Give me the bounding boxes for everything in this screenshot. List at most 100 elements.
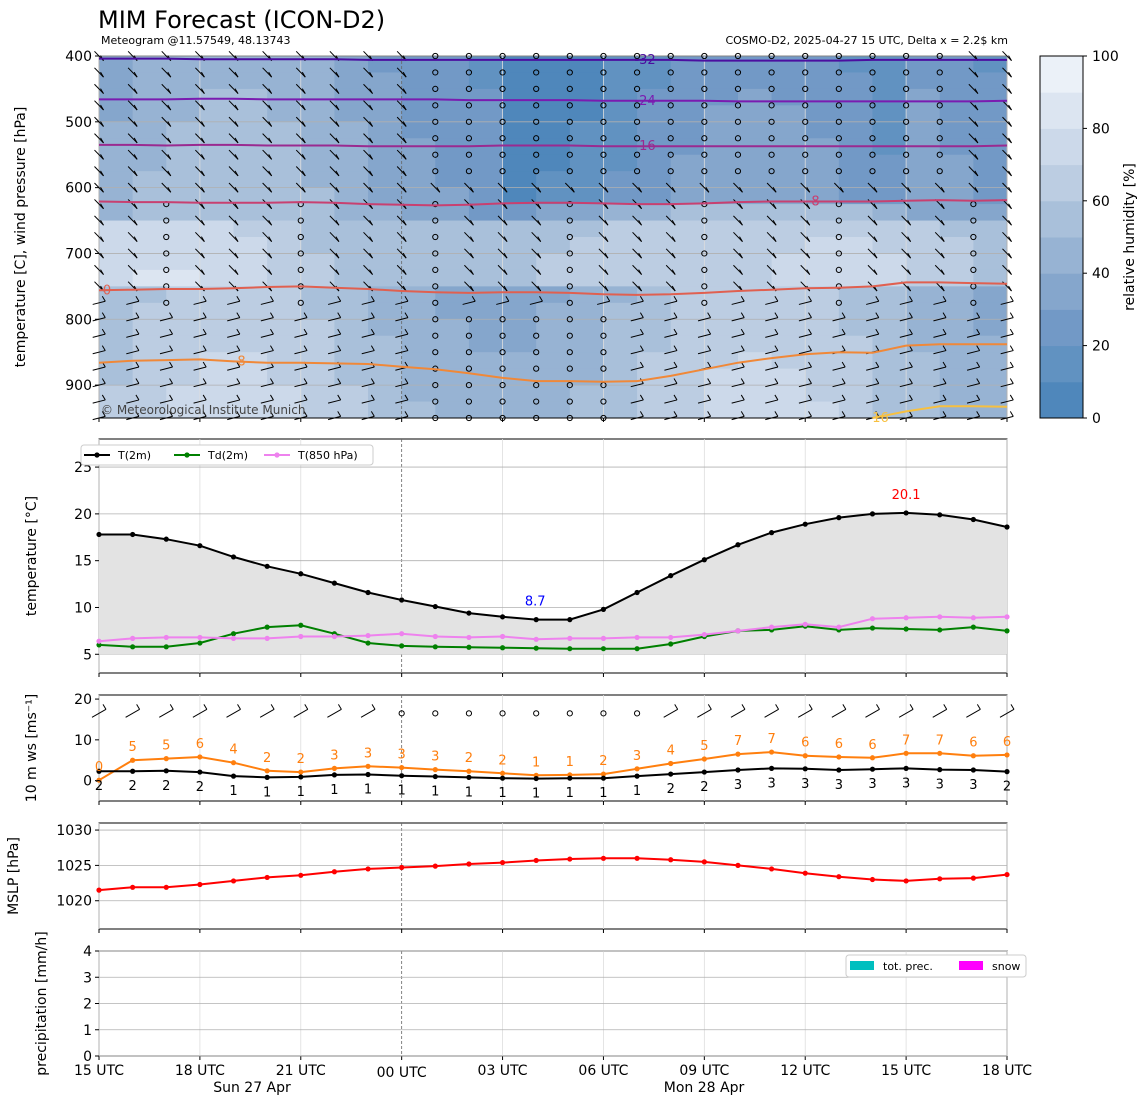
humidity-cell xyxy=(300,237,335,254)
wind-barb-calm xyxy=(835,69,842,76)
wind-barb-flag xyxy=(268,104,273,111)
humidity-cell xyxy=(166,302,201,320)
t-2m--point xyxy=(937,512,943,518)
humidity-cell xyxy=(771,335,806,353)
mean-wind-value-label: 3 xyxy=(969,778,977,793)
wind-barb xyxy=(730,708,746,718)
wind-barb-flag xyxy=(740,345,745,351)
wind-barb-flag xyxy=(772,219,777,226)
t-2m--point xyxy=(567,617,573,623)
wind-barb-flag xyxy=(234,137,239,144)
wind-barb-flag xyxy=(470,187,474,193)
humidity-cell xyxy=(805,105,840,123)
humidity-cell xyxy=(132,237,167,254)
wind-barb xyxy=(294,382,308,388)
humidity-cell xyxy=(233,385,268,403)
humidity-cell xyxy=(637,302,672,320)
wind-barb xyxy=(159,399,173,404)
wind-barb-calm xyxy=(936,135,943,142)
t-2m--point xyxy=(197,543,203,549)
td-2m--point xyxy=(600,646,607,652)
t-2m--point xyxy=(96,531,102,538)
mean-wind-value-label: 2 xyxy=(128,779,136,794)
humidity-cell xyxy=(973,352,1008,370)
mslp-point xyxy=(466,861,472,867)
humidity-cell xyxy=(401,121,436,139)
t-2m--point xyxy=(869,511,876,517)
wind-barb xyxy=(327,415,341,421)
wind-barb-flag xyxy=(200,104,205,111)
humidity-cell xyxy=(368,154,403,172)
gust-point xyxy=(634,766,640,772)
t-850-hpa--point xyxy=(163,634,169,641)
x-tick-label: 09 UTC xyxy=(679,1063,729,1079)
wind-barb-flag xyxy=(135,411,140,417)
humidity-cell xyxy=(603,154,638,172)
wind-barb-flag xyxy=(100,71,104,78)
meteogram-location: Meteogram @11.57549, 48.13743 xyxy=(101,34,291,47)
wind-barb-flag xyxy=(301,104,306,111)
humidity-cell xyxy=(435,335,470,353)
wind-barb xyxy=(294,399,308,404)
humidity-cell xyxy=(872,105,907,123)
humidity-cell xyxy=(771,237,806,254)
humidity-cell xyxy=(300,171,335,189)
wind-barb-flag xyxy=(740,295,745,302)
wind-barb-flag xyxy=(1008,154,1012,160)
humidity-cell xyxy=(805,335,840,353)
wind-barb-calm xyxy=(465,168,473,175)
wind-barb-flag xyxy=(707,411,712,417)
wind-barb-flag xyxy=(133,252,138,259)
wind-barb-calm xyxy=(600,349,607,356)
wind-barb-flag xyxy=(841,328,846,335)
mean-wind-line xyxy=(99,767,1008,780)
wind-barb-flag xyxy=(270,394,274,401)
wind-barb xyxy=(92,300,106,305)
humidity-cell xyxy=(502,154,537,172)
humidity-cell xyxy=(872,302,907,320)
wind-barb xyxy=(966,333,980,338)
humidity-cell xyxy=(771,368,806,386)
humidity-cell xyxy=(939,121,974,139)
humidity-cell xyxy=(300,204,335,222)
wind-barb-flag xyxy=(1009,312,1014,318)
wind-barb-flag xyxy=(404,378,409,384)
colorbar-tick-label: 100 xyxy=(1092,49,1119,65)
wind-barb-flag xyxy=(270,295,274,302)
humidity-cell xyxy=(838,154,873,172)
humidity-cell xyxy=(906,253,941,271)
humidity-cell xyxy=(267,72,302,90)
isotherm-label: 0 xyxy=(103,283,111,298)
colorbar-tick-label: 40 xyxy=(1092,266,1110,282)
wind-barb-flag xyxy=(974,154,979,160)
humidity-cell xyxy=(536,352,571,370)
humidity-cell xyxy=(670,105,705,123)
humidity-cell xyxy=(536,335,571,353)
wind-barb-flag xyxy=(841,312,846,318)
wind-barb-flag xyxy=(133,219,138,226)
humidity-cell xyxy=(704,105,739,123)
wind-barb-flag xyxy=(739,187,743,193)
humidity-cell xyxy=(99,72,134,90)
wind-barb xyxy=(966,317,980,322)
wind-barb-flag xyxy=(270,312,274,318)
wind-barb xyxy=(664,399,678,404)
humidity-cell xyxy=(872,352,907,370)
wind-barb-flag xyxy=(774,394,779,401)
humidity-cell xyxy=(132,302,167,320)
humidity-cell xyxy=(166,385,201,403)
humidity-cell xyxy=(771,401,806,419)
wind-barb-flag xyxy=(808,312,812,318)
humidity-cell xyxy=(166,253,201,271)
humidity-cell xyxy=(805,385,840,403)
wind-barb xyxy=(193,399,207,404)
wind-barb xyxy=(126,333,140,338)
humidity-cell xyxy=(166,138,201,156)
wind-barb-calm xyxy=(970,250,977,257)
wind-barb xyxy=(193,333,207,338)
wind-barb-flag xyxy=(370,378,375,384)
wind-barb-flag xyxy=(671,269,676,275)
humidity-cell xyxy=(569,88,604,106)
legend-box xyxy=(845,954,1027,978)
wind-barb-flag xyxy=(101,328,106,335)
